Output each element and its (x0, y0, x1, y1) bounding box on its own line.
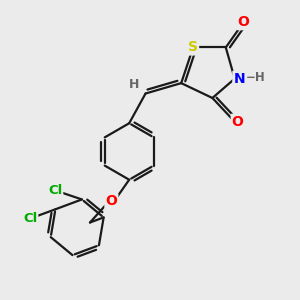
Text: −H: −H (246, 71, 266, 84)
Text: H: H (129, 77, 140, 91)
Text: N: N (233, 72, 245, 86)
Text: S: S (188, 40, 198, 55)
Text: Cl: Cl (48, 184, 62, 197)
Text: O: O (232, 115, 244, 129)
Text: Cl: Cl (23, 212, 37, 225)
Text: O: O (105, 194, 117, 208)
Text: O: O (238, 15, 250, 29)
